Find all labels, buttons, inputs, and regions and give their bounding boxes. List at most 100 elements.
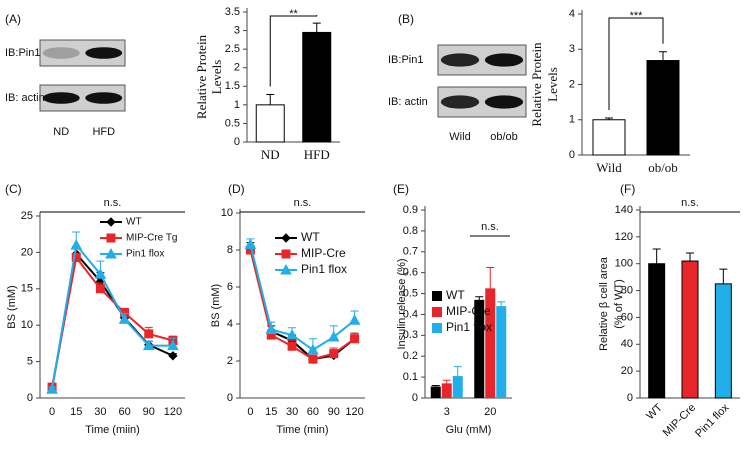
point — [287, 341, 297, 351]
legend-marker — [105, 247, 117, 259]
legend-swatch — [432, 323, 442, 333]
significance-label: *** — [630, 10, 644, 22]
annotation: n.s. — [481, 221, 499, 233]
significance-bracket — [608, 17, 664, 110]
blot-band — [85, 47, 123, 59]
point — [286, 329, 298, 340]
y-tick-label: 3.5 — [225, 6, 240, 18]
error-bar — [475, 296, 484, 300]
blot-lane-label: Wild — [449, 131, 470, 143]
y-tick-label: 1 — [569, 114, 575, 126]
legend-swatch — [432, 291, 442, 301]
y-tick-label: 0.7 — [403, 246, 418, 258]
error-bar — [686, 252, 694, 262]
point — [95, 284, 105, 294]
x-tick-label: Wild — [596, 160, 622, 175]
error-bar — [486, 266, 495, 289]
point — [329, 349, 339, 359]
y-tick-label: 4 — [227, 318, 233, 330]
y-tick-label: 0 — [412, 392, 418, 404]
legend-label: Pin1 flox — [301, 262, 347, 276]
blot-band — [42, 47, 80, 59]
x-tick-label: 0 — [49, 406, 55, 418]
y-tick-label: 60 — [621, 311, 633, 323]
legend-label: MIP-Cre Tg — [126, 233, 178, 244]
bar — [255, 104, 285, 143]
point — [265, 323, 278, 335]
x-tick-label: 90 — [328, 406, 340, 418]
y-axis-label: BS (mM) — [6, 285, 18, 328]
error-bar — [719, 268, 728, 284]
blot-lane-label: ND — [53, 126, 69, 138]
y-tick-label: 25 — [21, 210, 33, 222]
y-tick-label: 0.2 — [403, 350, 418, 362]
y-tick-label: 2 — [569, 78, 575, 90]
point — [350, 334, 360, 344]
y-tick-label: 120 — [615, 231, 633, 243]
legend-swatch — [432, 307, 442, 317]
blot-band — [484, 95, 524, 109]
panel-label: (B) — [398, 12, 414, 26]
blot-band — [440, 95, 480, 109]
error-bar — [266, 93, 275, 105]
blot-row-label: IB: actin — [388, 96, 428, 108]
y-tick-label: 3 — [234, 24, 240, 36]
significance-label: ** — [289, 8, 298, 20]
legend-marker — [106, 233, 116, 243]
x-tick-label: 15 — [265, 406, 277, 418]
x-tick-label: ob/ob — [648, 160, 678, 175]
panel-label: (E) — [393, 182, 409, 196]
y-tick-label: 2 — [234, 62, 240, 74]
y-tick-label: 4 — [569, 8, 575, 20]
y-axis-label: Levels — [545, 67, 560, 102]
legend-marker — [281, 249, 291, 259]
y-tick-label: 15 — [21, 283, 33, 295]
blot-lane-label: HFD — [92, 126, 115, 138]
blot-row-label: IB:Pin1 — [5, 47, 40, 59]
y-tick-label: 10 — [221, 207, 233, 219]
y-tick-label: 1 — [234, 99, 240, 111]
y-tick-label: 0.6 — [403, 267, 418, 279]
blot-lane-label: ob/ob — [490, 131, 518, 143]
error-bar — [431, 384, 440, 387]
error-bar — [312, 22, 321, 33]
legend-marker — [280, 263, 292, 275]
y-tick-label: 0 — [234, 136, 240, 148]
panel-label: (D) — [228, 182, 245, 196]
point — [167, 339, 179, 351]
bar — [592, 119, 626, 156]
y-axis-label: (% of WT) — [613, 279, 625, 329]
legend-label: WT — [446, 288, 465, 302]
x-tick-label: WT — [644, 401, 665, 422]
significance-bracket — [269, 15, 318, 87]
y-tick-label: 0.5 — [403, 287, 418, 299]
y-axis-label: Levels — [209, 60, 224, 95]
error-bar — [652, 248, 661, 264]
series-line — [51, 251, 174, 389]
x-tick-label: MIP-Cre — [661, 402, 698, 439]
legend-marker — [106, 217, 116, 227]
series-line — [249, 244, 356, 352]
legend-label: MIP-Cre — [301, 246, 346, 260]
annotation: n.s. — [104, 197, 122, 209]
y-axis-label: Relative β cell area — [598, 256, 610, 351]
point — [144, 329, 154, 339]
y-tick-label: 0.8 — [403, 225, 418, 237]
bar — [648, 263, 666, 399]
bar — [452, 376, 463, 398]
y-tick-label: 2.5 — [225, 43, 240, 55]
y-axis-label: Relative Protein — [529, 42, 544, 127]
y-tick-label: 0.1 — [403, 371, 418, 383]
panel-label: (C) — [5, 182, 22, 196]
blot-band — [85, 92, 123, 104]
blot-band — [440, 53, 480, 67]
y-tick-label: 140 — [615, 204, 633, 216]
y-tick-label: 0 — [569, 149, 575, 161]
y-tick-label: 100 — [615, 258, 633, 270]
bar — [714, 283, 732, 399]
x-axis-label: Glu (mM) — [446, 424, 492, 436]
blot-row-label: IB: actin — [5, 92, 45, 104]
bar — [302, 31, 332, 143]
y-axis-label: Insulin release (%) — [396, 258, 408, 349]
point — [308, 354, 318, 364]
